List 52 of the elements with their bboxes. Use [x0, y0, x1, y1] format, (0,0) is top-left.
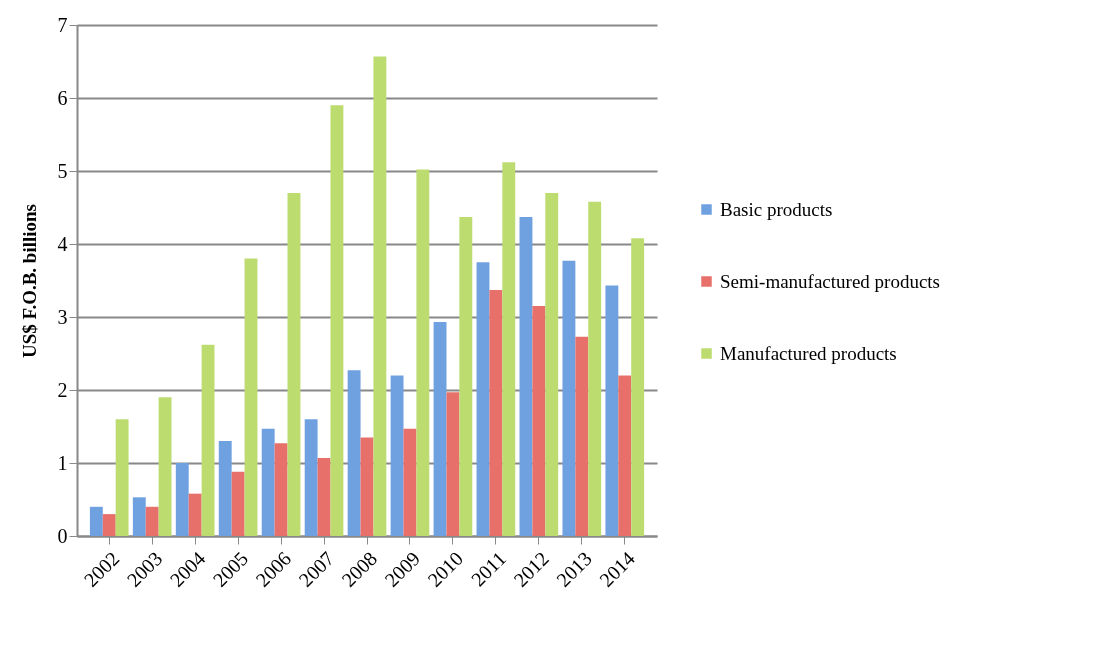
x-tick-label: 2011 [466, 547, 511, 591]
bar [360, 437, 374, 536]
bar [287, 192, 301, 536]
bar [317, 457, 331, 536]
y-tick-label: 3 [57, 305, 68, 328]
bar [274, 443, 288, 536]
bar [605, 285, 619, 536]
bar [390, 375, 404, 536]
bar [132, 497, 146, 536]
bar [261, 428, 275, 536]
bar [102, 514, 116, 536]
bar [218, 441, 232, 536]
bar [446, 392, 460, 536]
y-tick-label: 2 [57, 378, 68, 401]
bar [416, 169, 430, 536]
y-tick-label: 7 [57, 13, 68, 36]
bar [158, 397, 172, 536]
y-tick-label: 1 [57, 451, 68, 474]
bar [145, 506, 159, 536]
bar [519, 216, 533, 536]
bar [347, 370, 361, 536]
bar [231, 471, 245, 536]
bar [502, 162, 516, 536]
bar [330, 105, 344, 536]
bar [115, 419, 129, 536]
bar [532, 306, 546, 536]
bar [618, 375, 632, 536]
bar [89, 506, 103, 536]
bar [459, 216, 473, 536]
bar [631, 238, 645, 536]
bar [304, 419, 318, 536]
bar [201, 344, 215, 536]
bar [489, 289, 503, 536]
y-tick-label: 0 [57, 524, 68, 547]
bar [545, 192, 559, 536]
bar [575, 336, 589, 536]
y-axis-title: US$ F.O.B. billions [18, 204, 40, 358]
y-tick-label: 5 [57, 159, 68, 182]
y-tick-label: 6 [57, 86, 68, 109]
bar [403, 428, 417, 536]
y-tick-label: 4 [57, 232, 68, 255]
legend-label: Manufactured products [720, 342, 897, 364]
bar [175, 463, 189, 536]
bar [373, 56, 387, 536]
bar [476, 262, 490, 536]
bar [562, 260, 576, 536]
bar [188, 493, 202, 536]
bar [433, 322, 447, 536]
bar [244, 258, 258, 536]
legend-label: Semi-manufactured products [720, 270, 941, 292]
bar [588, 201, 602, 536]
legend-label: Basic products [720, 198, 833, 220]
